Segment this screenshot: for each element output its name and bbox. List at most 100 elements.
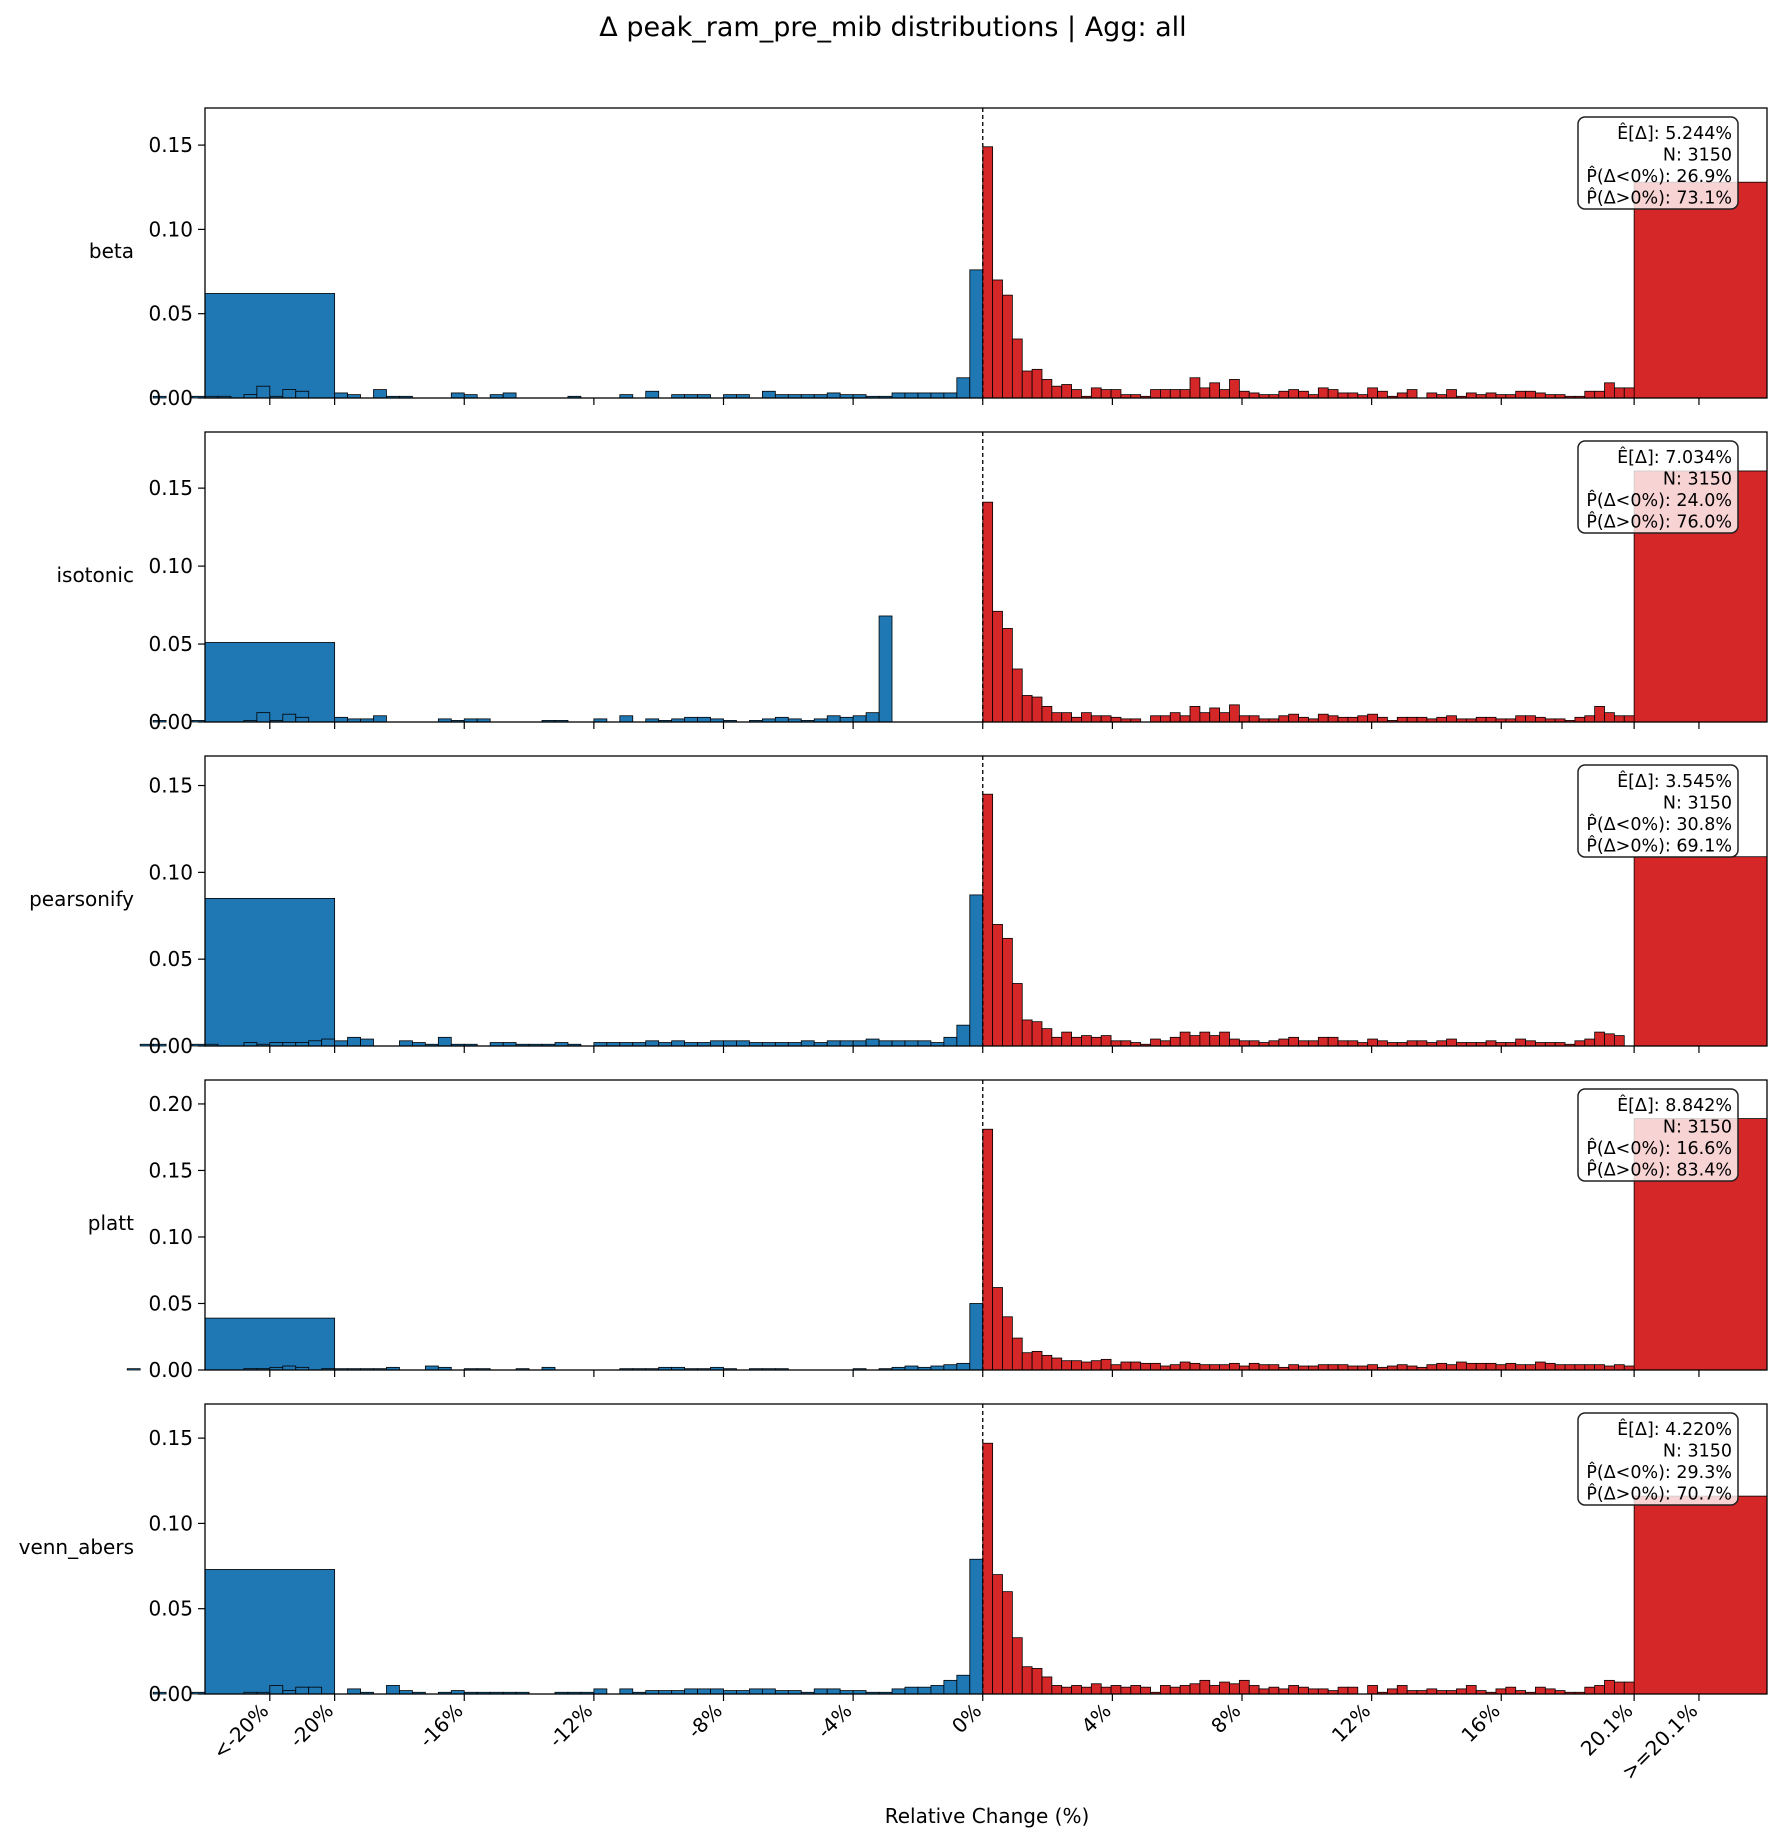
neg-bin-bar (152, 395, 167, 399)
pos-bin-bar (1475, 1362, 1487, 1371)
pos-bin-bar (1623, 715, 1635, 723)
pos-bin-bar (1495, 1688, 1507, 1695)
pos-bin-bar (992, 924, 1003, 1047)
stats-box (1577, 116, 1739, 210)
figure-title: Δ peak_ram_pre_mib distributions | Agg: … (599, 12, 1186, 43)
y-tick-label: 0.10 (148, 860, 193, 884)
axes-frame (204, 1403, 1768, 1695)
pos-bin-bar (1219, 389, 1230, 399)
pos-bin-bar (1002, 294, 1013, 399)
pos-bin-bar (1268, 1686, 1280, 1695)
pos-bin-bar (1219, 1681, 1230, 1695)
pos-bin-bar (1544, 1688, 1556, 1695)
pos-bin-bar (1465, 1362, 1477, 1371)
pos-bin-bar (1337, 1040, 1349, 1047)
neg-bin-bar (904, 392, 919, 399)
pos-bin-bar (982, 793, 994, 1047)
pos-bin-bar (1327, 389, 1339, 399)
pos-bin-bar (1189, 377, 1201, 399)
neg-bin-bar (360, 1038, 374, 1047)
pos-bin-bar (1288, 1685, 1299, 1695)
pos-bin-bar (1298, 390, 1309, 399)
panel-pearsonify: 0.00 0.05 0.10 0.15 pearsonify Ê[Δ]: 3.545%N:… (29, 755, 1768, 1058)
pos-bin-bar (1367, 1038, 1378, 1047)
pos-bin-bar (1160, 715, 1171, 723)
pos-bin-bar (1535, 1361, 1546, 1371)
neg-bin-bar (269, 1685, 284, 1695)
neg-bin-bar (697, 716, 711, 723)
pos-bin-bar (1465, 1685, 1477, 1695)
pos-bin-bar (1041, 1676, 1053, 1695)
pos-bin-bar (1160, 1685, 1171, 1695)
pos-bin-bar (1229, 379, 1240, 399)
pos-bin-bar (1041, 379, 1053, 399)
neg-bin-bar (826, 1040, 841, 1047)
pos-bin-bar (1031, 368, 1043, 399)
pos-bin-bar (1485, 1040, 1497, 1047)
pos-bin-bar (1485, 1362, 1497, 1371)
pos-bin-bar (1495, 1364, 1507, 1371)
pos-bin-bar (1081, 712, 1092, 723)
neg-bin-bar (593, 1688, 608, 1695)
axes-frame (204, 755, 1768, 1047)
neg-bin-bar (710, 1688, 724, 1695)
y-tick-label: 0.05 (148, 302, 193, 326)
neg-bin-bar (904, 1040, 919, 1047)
neg-bin-bar (723, 1040, 737, 1047)
pos-bin-bar (1594, 1685, 1605, 1695)
pos-bin-bar (1308, 1688, 1319, 1695)
pos-bin-bar (1347, 1040, 1359, 1047)
neg-bin-bar (917, 1040, 932, 1047)
y-tick-label: 0.05 (148, 632, 193, 656)
stats-line: P̂(Δ>0%): 70.7% (1586, 1483, 1732, 1504)
stats-line: P̂(Δ>0%): 69.1% (1586, 835, 1732, 856)
y-tick-label: 0.15 (148, 1426, 193, 1450)
pos-bin-bar (1150, 715, 1161, 723)
pos-bin-bar (1140, 1362, 1151, 1371)
pos-bin-bar (1041, 1354, 1053, 1371)
pos-bin-bar (1544, 1362, 1556, 1371)
pos-bin-bar (1238, 390, 1250, 399)
pos-bin-bar (1367, 713, 1378, 723)
neg-bin-bar (619, 715, 634, 723)
neg-bin-bar (334, 1040, 348, 1047)
neg-bin-bar (152, 1043, 167, 1047)
neg-bin-bar (891, 1688, 906, 1695)
pos-bin-bar (1554, 1364, 1566, 1371)
pos-bin-bar (1179, 1031, 1191, 1047)
neg-bin-bar (749, 1688, 763, 1695)
pos-bin-bar (1219, 712, 1230, 723)
pos-bin-bar (1169, 1036, 1181, 1047)
pos-bin-bar (982, 1128, 994, 1371)
pos-bin-bar (1021, 695, 1033, 723)
pos-bin-bar (1071, 1360, 1082, 1371)
y-tick-label: 0.10 (148, 1511, 193, 1535)
pos-bin-bar (1613, 1035, 1625, 1047)
pos-bin-bar (1179, 389, 1191, 399)
pos-bin-bar (1160, 1040, 1171, 1047)
panel-label: beta (89, 239, 134, 263)
stats-line: N: 3150 (1663, 470, 1732, 490)
pos-bin-bar (1209, 1035, 1221, 1047)
pos-bin-bar (1377, 390, 1388, 399)
pos-bin-bar (1120, 1040, 1132, 1047)
pos-bin-bar (1475, 716, 1487, 723)
neg-bin-bar (697, 1688, 711, 1695)
y-tick-label: 0.20 (148, 1092, 193, 1116)
pos-bin-bar (1209, 1364, 1221, 1371)
neg-bin-bar (645, 1040, 660, 1047)
pos-bin-bar (1090, 1360, 1102, 1371)
pos-bin-bar (1298, 1040, 1309, 1047)
neg-bin-bar (878, 615, 893, 723)
pos-bin-bar (1436, 716, 1448, 723)
pos-bin-bar (1446, 715, 1457, 723)
y-tick-label: 0.00 (148, 1682, 193, 1706)
pos-bin-bar (1150, 1038, 1161, 1047)
pos-bin-bar (982, 501, 994, 723)
pos-bin-bar (1160, 389, 1171, 399)
stats-box (1577, 440, 1739, 534)
pos-bin-bar (1081, 1686, 1092, 1695)
pos-bin-bar (1100, 1035, 1112, 1047)
pos-bin-bar (1248, 1685, 1260, 1695)
